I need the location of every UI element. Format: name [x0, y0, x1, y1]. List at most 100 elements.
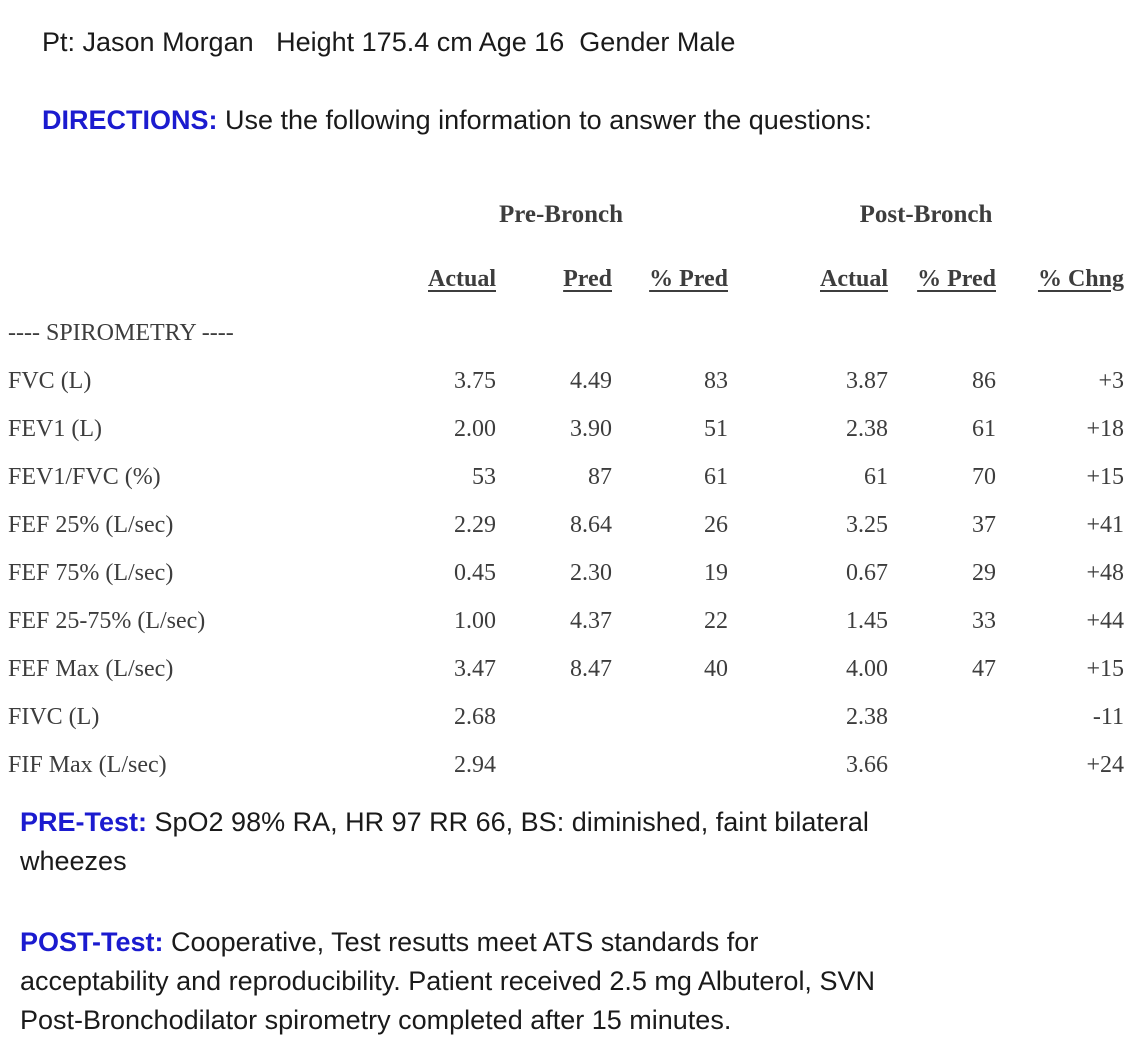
- directions-label: DIRECTIONS:: [42, 105, 218, 136]
- value-cell: +18: [1086, 415, 1124, 442]
- post-test-label: POST-Test:: [20, 927, 164, 958]
- value-cell: 4.49: [570, 367, 612, 394]
- value-cell: 53: [472, 463, 496, 490]
- value-cell: 61: [972, 415, 996, 442]
- row-label: FVC (L): [8, 367, 92, 394]
- patient-info-line: Pt: Jason Morgan Height 175.4 cm Age 16 …: [42, 27, 736, 57]
- value-cell: +41: [1086, 511, 1124, 538]
- col-header-post-actual: Actual: [728, 249, 888, 301]
- col-header-label: Pred: [563, 265, 612, 292]
- empty-corner-cell: [8, 201, 394, 249]
- value-cell: 3.25: [846, 511, 888, 538]
- value-cell: 19: [704, 559, 728, 586]
- row-label: FEF 25-75% (L/sec): [8, 607, 206, 634]
- pre-test-label: PRE-Test:: [20, 806, 148, 837]
- value-cell: 37: [972, 511, 996, 538]
- col-header-pre-pred: Pred: [496, 249, 612, 301]
- post-test-paragraph: POST-Test: Cooperative, Test resutts mee…: [20, 923, 1136, 1040]
- col-header-pre-actual: Actual: [394, 249, 496, 301]
- value-cell: 2.29: [454, 511, 496, 538]
- value-cell: 83: [704, 367, 728, 394]
- column-header-row: Actual Pred % Pred Actual % Pred % Chng: [8, 249, 1124, 301]
- value-cell: [888, 737, 996, 785]
- value-cell: 2.38: [846, 415, 888, 442]
- value-cell: 70: [972, 463, 996, 490]
- value-cell: [888, 689, 996, 737]
- row-label: FEV1/FVC (%): [8, 463, 161, 490]
- value-cell: +48: [1086, 559, 1124, 586]
- table-row: FEV1 (L) 2.00 3.90 51 2.38 61 +18: [8, 401, 1124, 449]
- value-cell: 47: [972, 655, 996, 682]
- col-header-post-pctchng: % Chng: [996, 249, 1124, 301]
- table-row: FEF 75% (L/sec) 0.45 2.30 19 0.67 29 +48: [8, 545, 1124, 593]
- value-cell: [496, 737, 612, 785]
- value-cell: 1.45: [846, 607, 888, 634]
- col-header-post-pctpred: % Pred: [888, 249, 996, 301]
- value-cell: +24: [1086, 751, 1124, 778]
- value-cell: 8.47: [570, 655, 612, 682]
- directions-text: Use the following information to answer …: [217, 105, 872, 136]
- empty-corner-cell: [8, 249, 394, 301]
- row-label: FEF 75% (L/sec): [8, 559, 174, 586]
- value-cell: 2.68: [454, 703, 496, 730]
- row-label: FIVC (L): [8, 703, 100, 730]
- value-cell: 26: [704, 511, 728, 538]
- value-cell: [496, 689, 612, 737]
- col-header-label: Actual: [428, 265, 496, 292]
- pre-bronch-group-header: Pre-Bronch: [498, 200, 624, 228]
- value-cell: 3.66: [846, 751, 888, 778]
- value-cell: 4.37: [570, 607, 612, 634]
- value-cell: 3.90: [570, 415, 612, 442]
- value-cell: [612, 737, 728, 785]
- col-header-label: Actual: [820, 265, 888, 292]
- value-cell: 4.00: [846, 655, 888, 682]
- col-header-pre-pctpred: % Pred: [612, 249, 728, 301]
- value-cell: 22: [704, 607, 728, 634]
- value-cell: 1.00: [454, 607, 496, 634]
- col-header-label: % Chng: [1037, 265, 1124, 292]
- table-row: FEF 25% (L/sec) 2.29 8.64 26 3.25 37 +41: [8, 497, 1124, 545]
- value-cell: 3.47: [454, 655, 496, 682]
- value-cell: 2.38: [846, 703, 888, 730]
- spirometry-section-label: ---- SPIROMETRY ----: [8, 319, 234, 346]
- value-cell: -11: [1092, 703, 1124, 730]
- value-cell: 86: [972, 367, 996, 394]
- col-header-label: % Pred: [917, 265, 996, 292]
- directions-line: DIRECTIONS: Use the following informatio…: [42, 104, 1136, 136]
- section-header-row: ---- SPIROMETRY ----: [8, 301, 1124, 353]
- pre-test-text: SpO2 98% RA, HR 97 RR 66, BS: diminished…: [20, 806, 869, 876]
- value-cell: +44: [1086, 607, 1124, 634]
- value-cell: 3.75: [454, 367, 496, 394]
- document-page: Pt: Jason Morgan Height 175.4 cm Age 16 …: [0, 26, 1136, 1035]
- value-cell: 0.45: [454, 559, 496, 586]
- pre-test-paragraph: PRE-Test: SpO2 98% RA, HR 97 RR 66, BS: …: [20, 803, 1136, 881]
- value-cell: 40: [704, 655, 728, 682]
- value-cell: +3: [1098, 367, 1124, 394]
- table-row: FEV1/FVC (%) 53 87 61 61 70 +15: [8, 449, 1124, 497]
- spirometry-table: Pre-Bronch Post-Bronch Actual Pred % Pre…: [8, 201, 1124, 785]
- value-cell: 2.94: [454, 751, 496, 778]
- value-cell: 61: [704, 463, 728, 490]
- row-label: FEF Max (L/sec): [8, 655, 174, 682]
- value-cell: 51: [704, 415, 728, 442]
- table-row: FEF 25-75% (L/sec) 1.00 4.37 22 1.45 33 …: [8, 593, 1124, 641]
- row-label: FIF Max (L/sec): [8, 751, 167, 778]
- value-cell: [612, 689, 728, 737]
- value-cell: 8.64: [570, 511, 612, 538]
- table-row: FIVC (L) 2.68 2.38 -11: [8, 689, 1124, 737]
- value-cell: 0.67: [846, 559, 888, 586]
- row-label: FEF 25% (L/sec): [8, 511, 174, 538]
- value-cell: 33: [972, 607, 996, 634]
- value-cell: +15: [1086, 655, 1124, 682]
- table-row: FVC (L) 3.75 4.49 83 3.87 86 +3: [8, 353, 1124, 401]
- value-cell: 29: [972, 559, 996, 586]
- value-cell: 3.87: [846, 367, 888, 394]
- post-bronch-group-header: Post-Bronch: [859, 200, 993, 228]
- table-row: FEF Max (L/sec) 3.47 8.47 40 4.00 47 +15: [8, 641, 1124, 689]
- group-header-row: Pre-Bronch Post-Bronch: [8, 201, 1124, 249]
- value-cell: 2.30: [570, 559, 612, 586]
- value-cell: 61: [864, 463, 888, 490]
- col-header-label: % Pred: [649, 265, 728, 292]
- table-row: FIF Max (L/sec) 2.94 3.66 +24: [8, 737, 1124, 785]
- value-cell: +15: [1086, 463, 1124, 490]
